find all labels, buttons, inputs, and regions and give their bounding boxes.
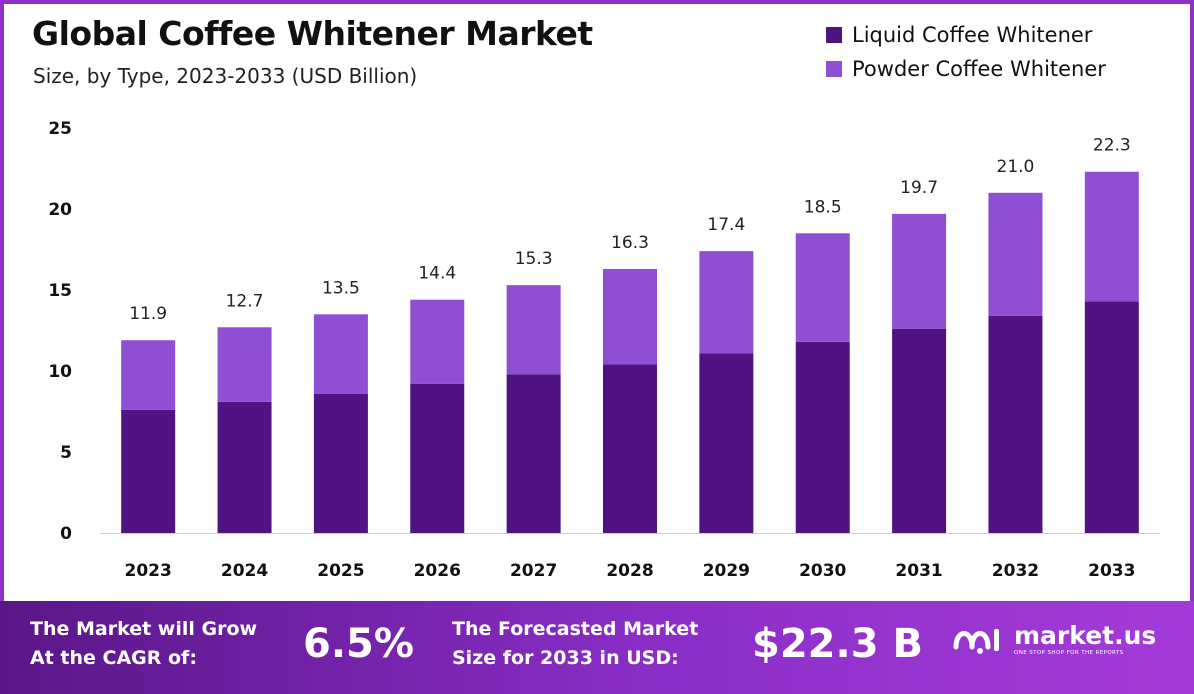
x-tick-label: 2027 [510, 561, 557, 581]
bar-total-label: 11.9 [129, 304, 167, 324]
x-tick-label: 2030 [799, 561, 846, 581]
x-tick-label: 2026 [414, 561, 461, 581]
forecast-text-line2: Size for 2033 in USD: [452, 647, 679, 669]
x-tick-label: 2028 [606, 561, 653, 581]
bar-total-label: 22.3 [1093, 136, 1131, 156]
bar-segment-liquid [988, 315, 1043, 533]
legend-label-liquid: Liquid Coffee Whitener [852, 23, 1093, 47]
bar-total-label: 15.3 [515, 249, 553, 269]
forecast-value: $22.3 B [752, 621, 923, 667]
y-tick-label: 10 [48, 362, 72, 382]
brand-logo: market.us ONE STOP SHOP FOR THE REPORTS [952, 619, 1156, 659]
bar-total-label: 21.0 [997, 157, 1035, 177]
bar-total-label: 14.4 [418, 264, 456, 284]
bar-segment-powder [217, 327, 272, 402]
footer-banner: The Market will Grow At the CAGR of: 6.5… [0, 601, 1194, 694]
bar-chart: 051015202511.9202312.7202413.5202514.420… [48, 119, 1160, 581]
bar-segment-powder [121, 340, 176, 410]
bar-segment-liquid [795, 341, 850, 533]
bar-segment-liquid [313, 393, 368, 533]
legend: Liquid Coffee Whitener Powder Coffee Whi… [826, 18, 1106, 86]
x-tick-label: 2029 [703, 561, 750, 581]
y-tick-label: 20 [48, 200, 72, 220]
bar-total-label: 13.5 [322, 278, 360, 298]
bar-segment-liquid [121, 409, 176, 533]
bar-segment-powder [1084, 171, 1139, 302]
bar-segment-powder [313, 314, 368, 394]
cagr-text-line1: The Market will Grow [30, 618, 258, 640]
bar-segment-powder [795, 233, 850, 342]
bar-segment-powder [603, 268, 657, 365]
x-tick-label: 2023 [125, 561, 172, 581]
legend-label-powder: Powder Coffee Whitener [852, 57, 1106, 81]
x-tick-label: 2031 [895, 561, 942, 581]
bar-total-label: 18.5 [804, 197, 842, 217]
brand-name: market.us [1014, 621, 1157, 650]
bar-segment-liquid [506, 374, 561, 533]
legend-swatch-liquid [826, 27, 842, 43]
cagr-text-line2: At the CAGR of: [30, 647, 197, 669]
bar-segment-liquid [699, 353, 754, 533]
legend-swatch-powder [826, 61, 842, 77]
bar-segment-powder [506, 285, 561, 375]
cagr-text: The Market will Grow At the CAGR of: [30, 615, 257, 673]
forecast-text: The Forecasted Market Size for 2033 in U… [452, 615, 698, 673]
x-tick-label: 2025 [317, 561, 364, 581]
y-tick-label: 15 [48, 281, 72, 301]
y-tick-label: 0 [60, 524, 72, 544]
bar-segment-liquid [892, 328, 947, 533]
bar-segment-powder [410, 299, 465, 384]
x-tick-label: 2024 [221, 561, 268, 581]
legend-item-liquid: Liquid Coffee Whitener [826, 18, 1106, 52]
bar-total-label: 12.7 [226, 291, 264, 311]
y-tick-label: 25 [48, 119, 72, 139]
x-tick-label: 2033 [1088, 561, 1135, 581]
bar-segment-liquid [1084, 301, 1139, 533]
bar-total-label: 19.7 [900, 178, 938, 198]
bar-segment-powder [892, 213, 947, 329]
y-tick-label: 5 [60, 443, 72, 463]
brand-tagline: ONE STOP SHOP FOR THE REPORTS [1014, 650, 1124, 656]
bar-segment-powder [988, 192, 1043, 316]
bar-segment-powder [699, 251, 754, 354]
bar-total-label: 16.3 [611, 233, 649, 253]
chart-title: Global Coffee Whitener Market [32, 14, 593, 53]
bar-total-label: 17.4 [707, 215, 745, 235]
bar-segment-liquid [217, 401, 272, 533]
cagr-value: 6.5% [303, 621, 414, 667]
legend-item-powder: Powder Coffee Whitener [826, 52, 1106, 86]
bar-segment-liquid [410, 383, 465, 533]
forecast-text-line1: The Forecasted Market [452, 618, 699, 640]
x-tick-label: 2032 [992, 561, 1039, 581]
market-us-logo-icon [953, 629, 999, 654]
chart-subtitle: Size, by Type, 2023-2033 (USD Billion) [33, 64, 418, 88]
bar-segment-liquid [603, 364, 657, 533]
